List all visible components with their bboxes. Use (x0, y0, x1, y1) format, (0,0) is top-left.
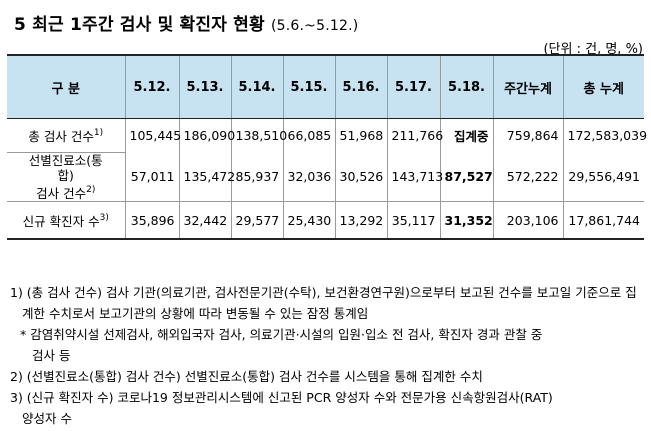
table-row-screening-tests: 선별진료소(통 합) 검사 건수2) 57,011 135,472 85,937… (7, 152, 644, 202)
table-cell: 211,766 (386, 118, 443, 153)
table-cell: 35,117 (386, 201, 440, 240)
header-date: 5.12. (124, 54, 179, 119)
header-date: 5.13. (178, 54, 231, 119)
table-header-row: 구 분 5.12. 5.13. 5.14. 5.15. 5.16. 5.17. … (7, 54, 644, 119)
table-cell: 51,968 (334, 118, 387, 153)
header-category: 구 분 (7, 54, 125, 119)
row-label: 신규 확진자 수3) (7, 201, 125, 240)
header-date: 5.15. (282, 54, 335, 119)
table-cell: 66,085 (282, 118, 335, 153)
table-cell: 29,577 (230, 201, 283, 240)
table-cell: 85,937 (230, 152, 283, 202)
table-cell: 13,292 (334, 201, 387, 240)
header-date: 5.18. (439, 54, 493, 119)
table-cell: 57,011 (124, 152, 179, 202)
table-cell: 32,442 (178, 201, 231, 240)
row-label: 총 검사 건수1) (28, 128, 104, 144)
table-cell: 87,527 (439, 152, 493, 202)
footnote-2: 2) (선별진료소(통합) 검사 건수) 선별진료소(통합) 검사 건수를 시스… (10, 369, 483, 384)
footnotes: 1) (총 검사 건수) 검사 기관(의료기관, 검사전문기관(수탁), 보건환… (10, 282, 646, 429)
footnote-3-cont: 양성자 수 (22, 411, 72, 426)
table-cell: 172,583,039 (562, 118, 647, 153)
stats-table: 구 분 5.12. 5.13. 5.14. 5.15. 5.16. 5.17. … (7, 54, 647, 240)
table-cell: 203,106 (492, 201, 563, 240)
footnote-star-cont: 검사 등 (32, 348, 71, 363)
title-text: 5 최근 1주간 검사 및 확진자 현황 (14, 15, 265, 35)
footnote-star: * 감염취약시설 선제검사, 해외입국자 검사, 의료기관·시설의 입원·입소 … (20, 327, 543, 342)
table-cell: 25,430 (282, 201, 335, 240)
header-weekly-total: 주간누계 (492, 54, 563, 119)
table-cell: 29,556,491 (562, 152, 644, 202)
header-date: 5.16. (334, 54, 387, 119)
table-row-total-tests: 총 검사 건수1) 105,445 186,090 138,510 66,085… (7, 118, 647, 153)
header-grand-total: 총 누계 (562, 54, 644, 119)
footnote-3: 3) (신규 확진자 수) 코로나19 정보관리시스템에 신고된 PCR 양성자… (10, 390, 553, 405)
section-title: 5 최근 1주간 검사 및 확진자 현황 (5.6.~5.12.) (14, 10, 358, 35)
unit-label: (단위 : 건, 명, %) (543, 42, 643, 57)
table-cell: 759,864 (492, 118, 563, 153)
footnote-1: 1) (총 검사 건수) 검사 기관(의료기관, 검사전문기관(수탁), 보건환… (10, 285, 637, 300)
table-cell: 31,352 (439, 201, 493, 240)
table-cell: 32,036 (282, 152, 335, 202)
table-cell: 143,713 (386, 152, 443, 202)
table-cell-pending: 집계중 (439, 118, 493, 153)
table-cell: 186,090 (178, 118, 235, 153)
title-date-range: (5.6.~5.12.) (270, 18, 359, 34)
footnote-1-cont: 계한 수치로서 보고기관의 상황에 따라 변동될 수 있는 잠정 통계임 (22, 306, 369, 321)
table-cell: 572,222 (492, 152, 563, 202)
row-label: 선별진료소(통 합) 검사 건수2) (7, 152, 126, 202)
header-date: 5.17. (386, 54, 440, 119)
table-cell: 138,510 (230, 118, 287, 153)
table-cell: 35,896 (124, 201, 179, 240)
header-date: 5.14. (230, 54, 283, 119)
table-cell: 17,861,744 (562, 201, 644, 240)
table-row-new-cases: 신규 확진자 수3) 35,896 32,442 29,577 25,430 1… (7, 201, 644, 240)
table-cell: 30,526 (334, 152, 387, 202)
table-cell: 105,445 (124, 118, 181, 153)
table-cell: 135,472 (178, 152, 235, 202)
